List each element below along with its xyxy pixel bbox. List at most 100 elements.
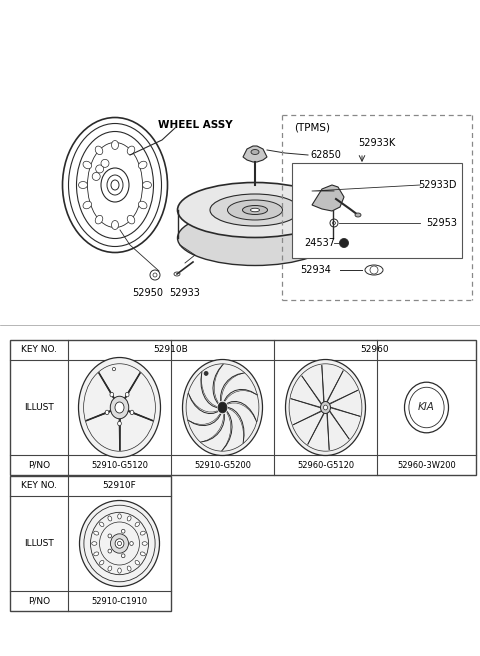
Ellipse shape	[138, 201, 147, 209]
Ellipse shape	[111, 140, 119, 150]
Ellipse shape	[108, 549, 111, 553]
Text: 52960: 52960	[360, 346, 389, 354]
Text: KIA: KIA	[418, 403, 435, 413]
Text: (TPMS): (TPMS)	[294, 122, 330, 132]
Text: 52910-G5200: 52910-G5200	[194, 461, 251, 470]
Ellipse shape	[108, 534, 111, 538]
Ellipse shape	[251, 150, 259, 155]
Ellipse shape	[218, 402, 227, 413]
Ellipse shape	[83, 161, 92, 169]
Ellipse shape	[228, 200, 283, 220]
Ellipse shape	[94, 531, 99, 535]
Text: 52960-G5120: 52960-G5120	[297, 461, 354, 470]
Text: 52953: 52953	[426, 218, 457, 228]
Ellipse shape	[140, 552, 145, 556]
Circle shape	[153, 273, 157, 277]
Ellipse shape	[135, 560, 140, 565]
Ellipse shape	[121, 554, 125, 558]
Ellipse shape	[125, 392, 129, 397]
Circle shape	[112, 367, 116, 371]
Ellipse shape	[79, 358, 160, 457]
Ellipse shape	[130, 542, 133, 545]
Ellipse shape	[127, 146, 135, 155]
Text: 52933K: 52933K	[359, 138, 396, 148]
Ellipse shape	[92, 542, 97, 545]
Text: 52950: 52950	[132, 288, 164, 298]
Ellipse shape	[405, 382, 448, 433]
Circle shape	[204, 371, 208, 375]
Ellipse shape	[174, 272, 180, 276]
Ellipse shape	[142, 542, 147, 545]
Ellipse shape	[135, 522, 140, 527]
Text: 62850: 62850	[310, 150, 341, 160]
Ellipse shape	[105, 410, 109, 415]
Text: 52933D: 52933D	[419, 180, 457, 190]
Ellipse shape	[110, 392, 114, 397]
Ellipse shape	[80, 501, 159, 586]
Circle shape	[339, 239, 348, 247]
Circle shape	[333, 222, 336, 224]
Circle shape	[330, 219, 338, 227]
Ellipse shape	[111, 220, 119, 230]
Ellipse shape	[118, 421, 121, 426]
Ellipse shape	[83, 201, 92, 209]
Text: 52910-C1910: 52910-C1910	[91, 596, 147, 605]
Circle shape	[150, 270, 160, 280]
Text: ILLUST: ILLUST	[24, 539, 54, 548]
Ellipse shape	[143, 182, 152, 188]
Bar	[10, 476, 171, 611]
Text: 52933: 52933	[169, 288, 201, 298]
Ellipse shape	[110, 396, 129, 419]
Ellipse shape	[94, 552, 99, 556]
Ellipse shape	[178, 182, 333, 237]
Ellipse shape	[121, 529, 125, 533]
Ellipse shape	[355, 213, 361, 217]
Bar	[292, 163, 462, 258]
Ellipse shape	[286, 359, 365, 455]
Text: 52910-G5120: 52910-G5120	[91, 461, 148, 470]
Ellipse shape	[95, 146, 103, 155]
Ellipse shape	[127, 566, 131, 571]
Ellipse shape	[108, 516, 112, 521]
Ellipse shape	[210, 194, 300, 226]
Ellipse shape	[321, 401, 331, 413]
Ellipse shape	[99, 522, 104, 527]
Ellipse shape	[79, 182, 87, 188]
Ellipse shape	[118, 541, 121, 546]
Ellipse shape	[365, 265, 383, 275]
Ellipse shape	[251, 208, 260, 212]
Circle shape	[101, 159, 109, 167]
Ellipse shape	[108, 566, 112, 571]
Ellipse shape	[115, 402, 124, 413]
Polygon shape	[312, 185, 344, 211]
Ellipse shape	[110, 534, 129, 553]
Circle shape	[96, 165, 104, 173]
Ellipse shape	[118, 568, 121, 573]
Ellipse shape	[140, 531, 145, 535]
Text: P/NO: P/NO	[28, 596, 50, 605]
Text: 52910F: 52910F	[103, 482, 136, 491]
Text: 52910B: 52910B	[154, 346, 188, 354]
Text: ILLUST: ILLUST	[24, 403, 54, 412]
Text: 52960-3W200: 52960-3W200	[397, 461, 456, 470]
Text: 24537: 24537	[304, 238, 335, 248]
Ellipse shape	[115, 539, 124, 548]
Ellipse shape	[99, 560, 104, 565]
Circle shape	[370, 266, 378, 274]
Ellipse shape	[409, 387, 444, 428]
Ellipse shape	[324, 405, 327, 410]
Bar	[10, 340, 476, 475]
Text: KEY NO.: KEY NO.	[21, 482, 57, 491]
Ellipse shape	[127, 215, 135, 224]
Text: WHEEL ASSY: WHEEL ASSY	[158, 120, 232, 130]
Circle shape	[92, 173, 100, 180]
Text: P/NO: P/NO	[28, 461, 50, 470]
Ellipse shape	[178, 211, 333, 266]
Ellipse shape	[138, 161, 147, 169]
Ellipse shape	[130, 410, 134, 415]
Ellipse shape	[127, 516, 131, 521]
Polygon shape	[243, 146, 267, 162]
Ellipse shape	[95, 215, 103, 224]
Ellipse shape	[182, 359, 263, 455]
Text: 52934: 52934	[300, 265, 331, 275]
